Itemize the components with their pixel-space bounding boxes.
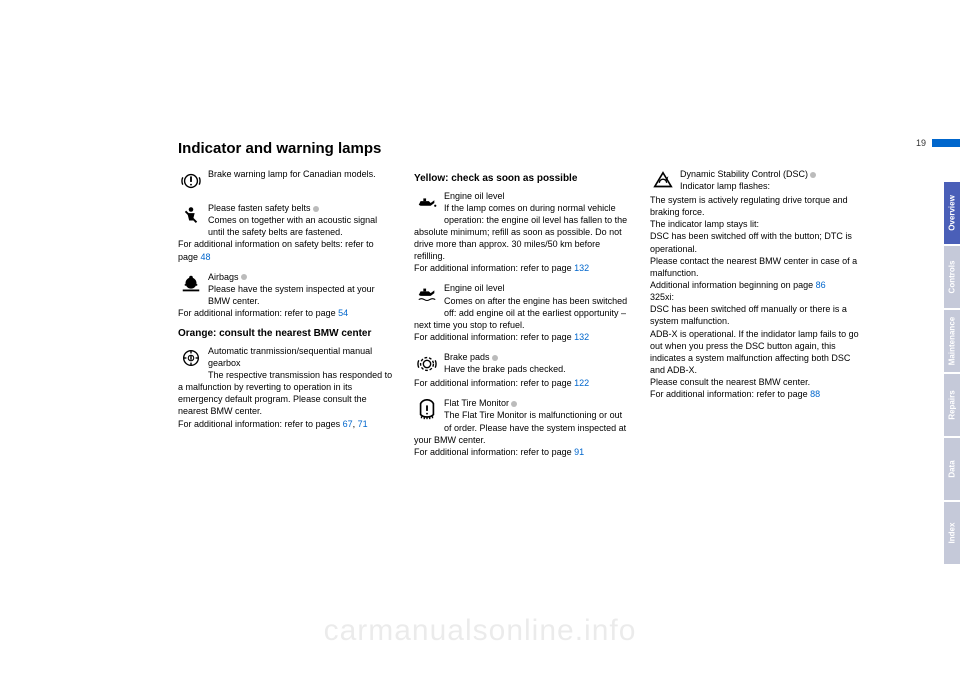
trans-body: The respective transmission has responde… (178, 370, 392, 416)
grey-dot-icon (241, 274, 247, 280)
yellow-subhead: Yellow: check as soon as possible (414, 172, 630, 186)
content-area: Brake warning lamp for Canadian models. … (178, 168, 878, 466)
column-2: Yellow: check as soon as possible Engine… (414, 168, 630, 466)
tab-label: Maintenance (948, 317, 957, 365)
column-1: Brake warning lamp for Canadian models. … (178, 168, 394, 466)
link-71[interactable]: 71 (358, 419, 368, 429)
page-number: 19 (916, 138, 926, 148)
brakepad-body: Have the brake pads checked. (444, 364, 566, 374)
page-number-bar: 19 (916, 138, 960, 148)
brake-text: Brake warning lamp for Canadian models. (208, 169, 376, 179)
tab-label: Index (948, 523, 957, 544)
link-132b[interactable]: 132 (574, 332, 589, 342)
tab-maintenance[interactable]: Maintenance (944, 310, 960, 372)
tab-controls[interactable]: Controls (944, 246, 960, 308)
flattire-body: The Flat Tire Monitor is malfunctioning … (414, 410, 626, 444)
dsc-lead: Dynamic Stability Control (DSC) (680, 169, 808, 179)
link-122[interactable]: 122 (574, 378, 589, 388)
dsc-b2: The system is actively regulating drive … (650, 195, 848, 217)
oil1-body: If the lamp comes on during normal vehic… (414, 203, 627, 262)
oil2-section: Engine oil level Comes on after the engi… (414, 282, 630, 343)
grey-dot-icon (810, 172, 816, 178)
tab-overview[interactable]: Overview (944, 182, 960, 244)
tab-label: Controls (948, 261, 957, 294)
dsc-add2: For additional information: refer to pag… (650, 389, 810, 399)
oil1-section: Engine oil level If the lamp comes on du… (414, 190, 630, 275)
dsc-b6: 325xi: (650, 292, 674, 302)
flat-tire-icon (414, 397, 440, 423)
airbag-icon (178, 271, 204, 297)
trans-lead: Automatic tranmission/sequential manual … (208, 346, 372, 368)
dsc-b1: Indicator lamp flashes: (680, 181, 770, 191)
tab-label: Repairs (948, 390, 957, 419)
tab-data[interactable]: Data (944, 438, 960, 500)
dsc-b5: Please contact the nearest BMW center in… (650, 256, 857, 278)
flattire-section: Flat Tire Monitor The Flat Tire Monitor … (414, 397, 630, 458)
grey-dot-icon (313, 206, 319, 212)
orange-subhead: Orange: consult the nearest BMW center (178, 327, 394, 341)
oil-can-wave-icon (414, 282, 440, 308)
link-88[interactable]: 88 (810, 389, 820, 399)
dsc-b8: ADB-X is operational. If the indidator l… (650, 329, 859, 375)
airbag-body: Please have the system inspected at your… (208, 284, 375, 306)
link-91[interactable]: 91 (574, 447, 584, 457)
dsc-b9: Please consult the nearest BMW center. (650, 377, 810, 387)
oil-can-icon (414, 190, 440, 216)
oil2-body: Comes on after the engine has been switc… (414, 296, 627, 330)
brakepad-section: Brake pads Have the brake pads checked. … (414, 351, 630, 389)
oil1-add: For additional information: refer to pag… (414, 263, 574, 273)
brakepad-add: For additional information: refer to pag… (414, 378, 574, 388)
dsc-b3: The indicator lamp stays lit: (650, 219, 759, 229)
airbag-section: Airbags Please have the system inspected… (178, 271, 394, 320)
oil2-lead: Engine oil level (444, 283, 505, 293)
flattire-lead: Flat Tire Monitor (444, 398, 509, 408)
dsc-icon (650, 168, 676, 194)
brake-canada-icon (178, 168, 204, 194)
tab-repairs[interactable]: Repairs (944, 374, 960, 436)
dsc-add1: Additional information beginning on page (650, 280, 816, 290)
link-54[interactable]: 54 (338, 308, 348, 318)
grey-dot-icon (511, 401, 517, 407)
page-marker (932, 139, 960, 147)
airbag-lead: Airbags (208, 272, 239, 282)
link-132a[interactable]: 132 (574, 263, 589, 273)
grey-dot-icon (492, 355, 498, 361)
dsc-b7: DSC has been switched off manually or th… (650, 304, 847, 326)
tab-label: Data (948, 460, 957, 477)
transmission-icon (178, 345, 204, 371)
brake-warning-section: Brake warning lamp for Canadian models. (178, 168, 394, 194)
brake-pad-icon (414, 351, 440, 377)
tab-label: Overview (948, 195, 957, 231)
brakepad-lead: Brake pads (444, 352, 490, 362)
flattire-add: For additional information: refer to pag… (414, 447, 574, 457)
dsc-section: Dynamic Stability Control (DSC) Indicato… (650, 168, 866, 400)
link-48[interactable]: 48 (201, 252, 211, 262)
seatbelt-section: Please fasten safety belts Comes on toge… (178, 202, 394, 263)
oil2-add: For additional information: refer to pag… (414, 332, 574, 342)
seatbelt-lead: Please fasten safety belts (208, 203, 311, 213)
link-67[interactable]: 67 (343, 419, 353, 429)
seatbelt-icon (178, 202, 204, 228)
link-86[interactable]: 86 (816, 280, 826, 290)
seatbelt-body: Comes on together with an acoustic signa… (208, 215, 377, 237)
oil1-lead: Engine oil level (444, 191, 505, 201)
column-3: Dynamic Stability Control (DSC) Indicato… (650, 168, 866, 466)
side-nav: Overview Controls Maintenance Repairs Da… (944, 182, 960, 566)
tab-index[interactable]: Index (944, 502, 960, 564)
page-title: Indicator and warning lamps (178, 140, 381, 157)
watermark: carmanualsonline.info (324, 614, 637, 648)
dsc-b4: DSC has been switched off with the butto… (650, 231, 852, 253)
transmission-section: Automatic tranmission/sequential manual … (178, 345, 394, 430)
trans-add: For additional information: refer to pag… (178, 419, 343, 429)
airbag-add: For additional information: refer to pag… (178, 308, 338, 318)
